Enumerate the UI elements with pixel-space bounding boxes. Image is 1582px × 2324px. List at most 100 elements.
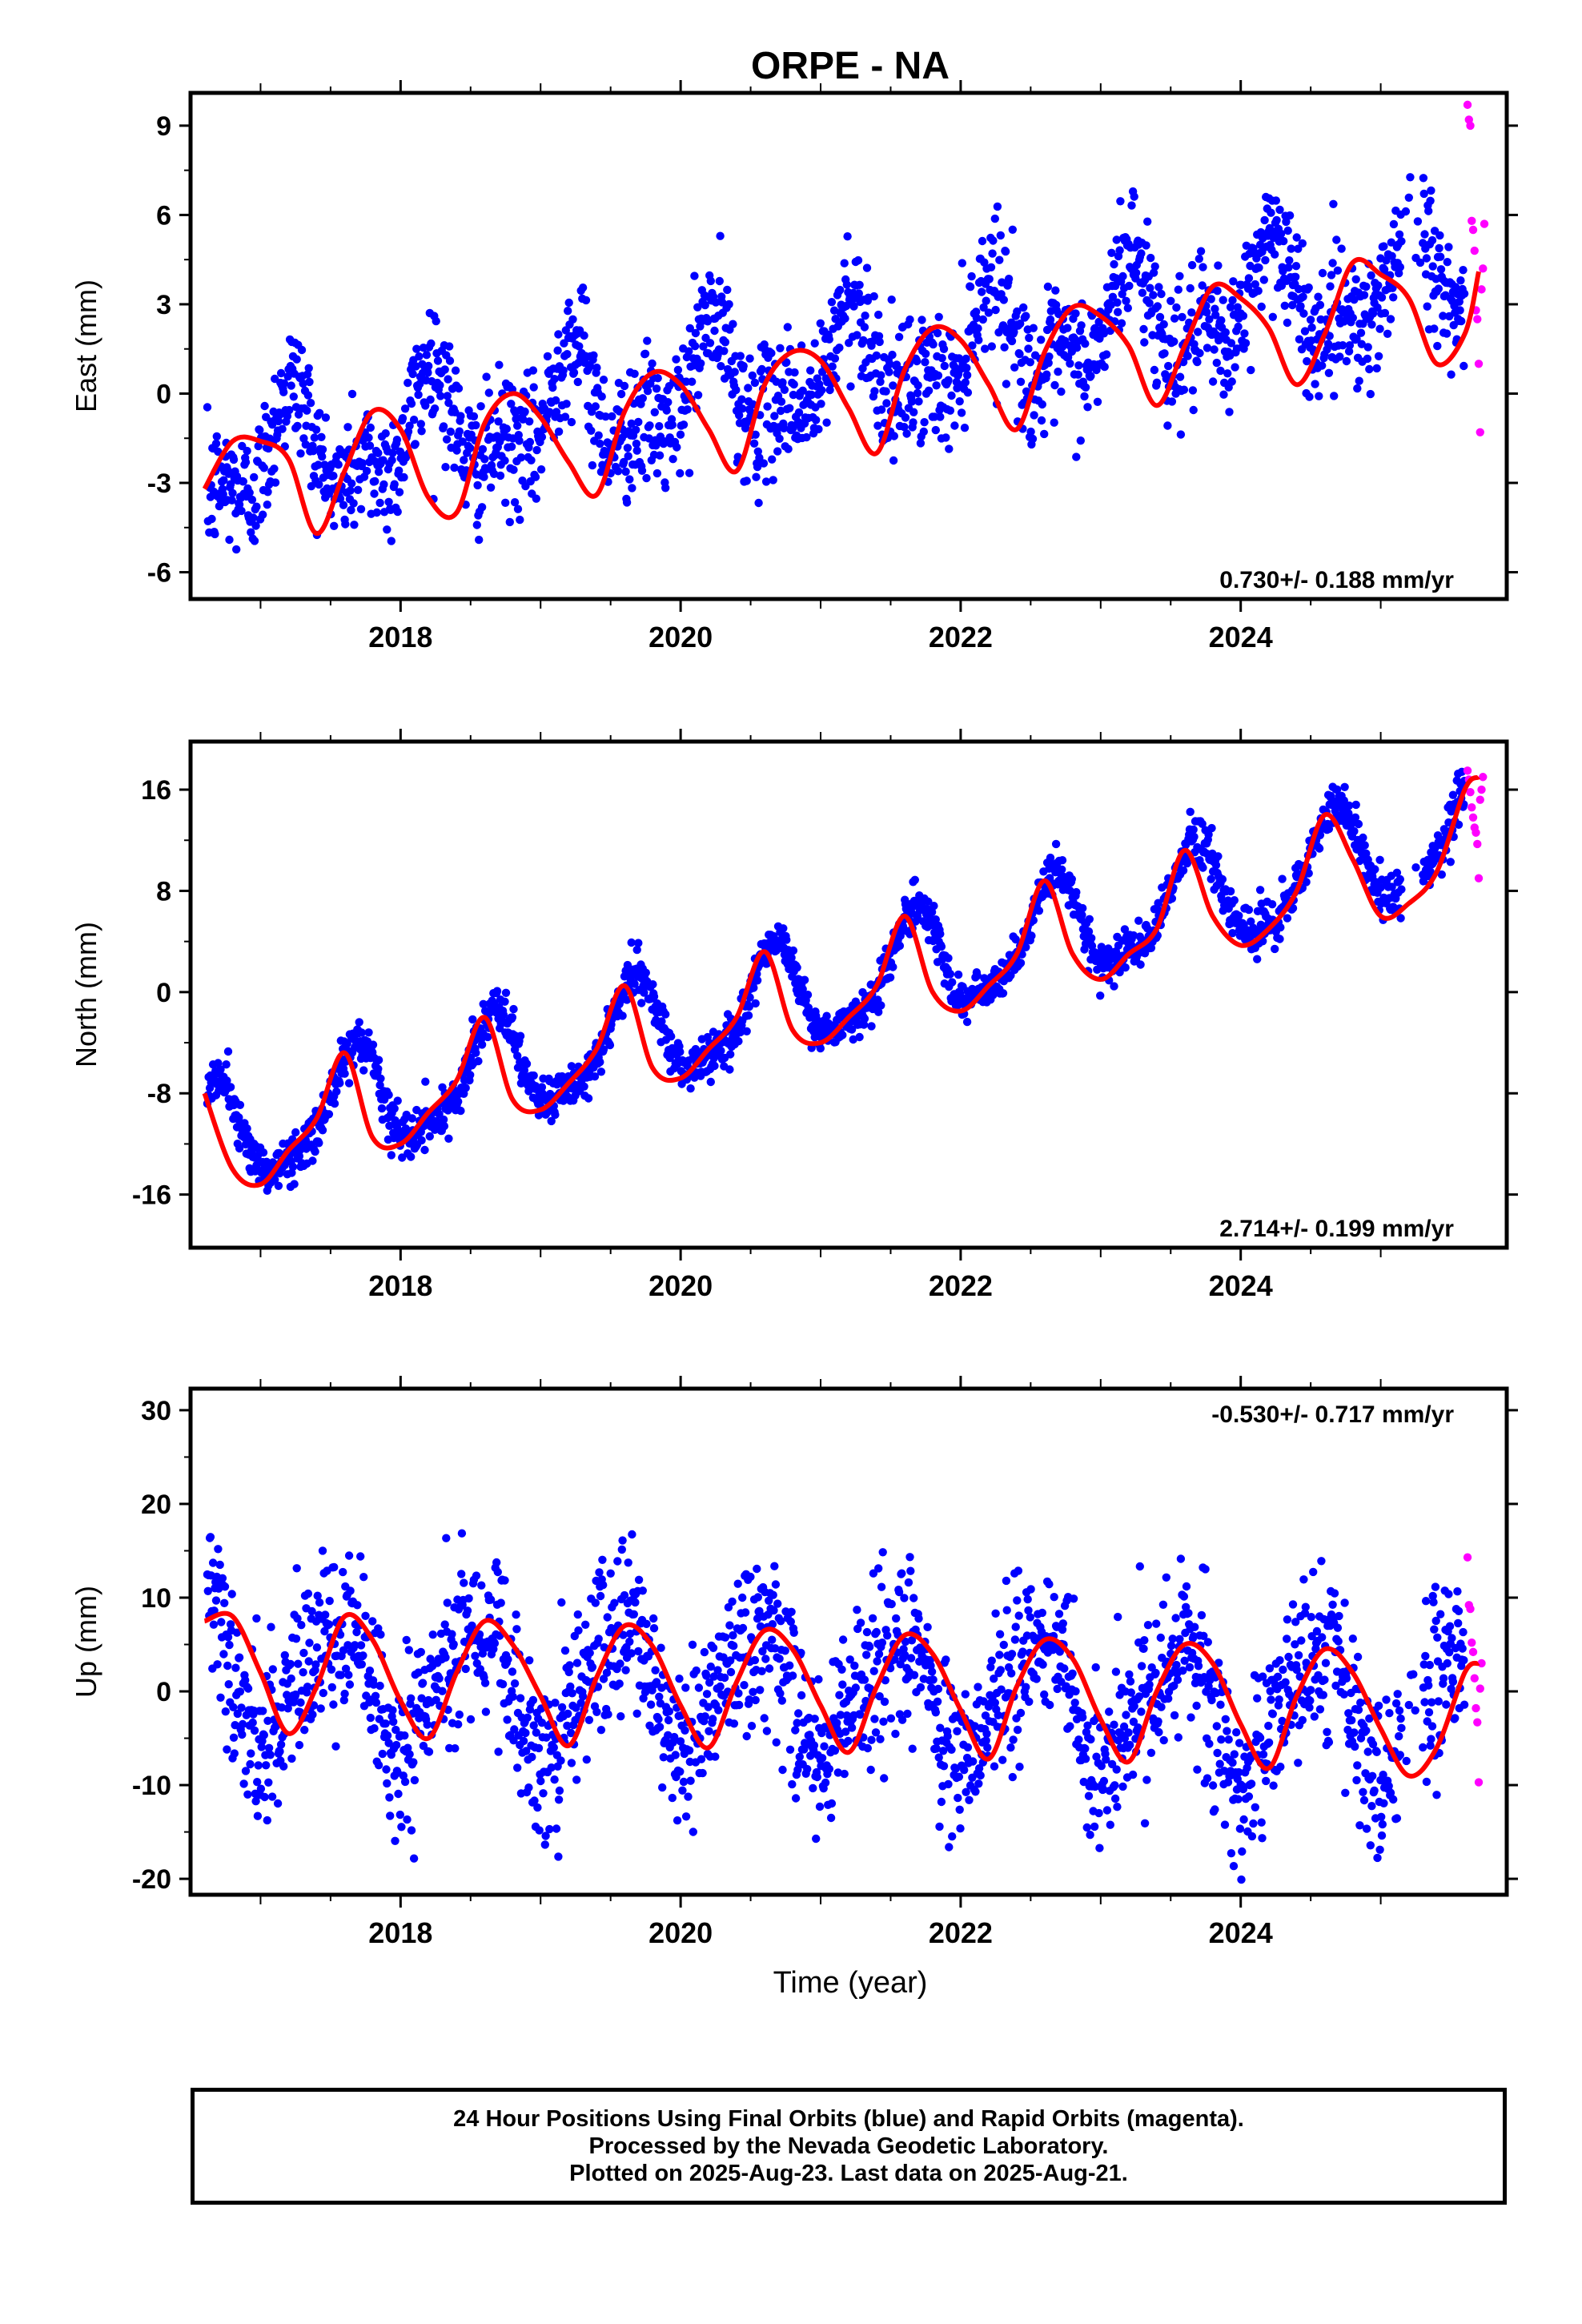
final-orbit-point	[937, 942, 946, 951]
final-orbit-point	[667, 1032, 676, 1041]
final-orbit-point	[332, 1087, 341, 1096]
final-orbit-point	[702, 1690, 712, 1699]
final-orbit-point	[1050, 418, 1058, 427]
final-orbit-point	[347, 389, 357, 399]
final-orbit-point	[552, 408, 561, 416]
y-tick-label: -16	[132, 1180, 171, 1211]
final-orbit-point	[1327, 271, 1336, 279]
final-orbit-point	[996, 231, 1006, 240]
final-orbit-point	[426, 395, 435, 404]
final-orbit-point	[756, 1686, 765, 1695]
final-orbit-point	[1260, 215, 1269, 225]
final-orbit-point	[350, 521, 359, 529]
final-orbit-point	[1459, 266, 1468, 275]
final-orbit-point	[510, 498, 520, 507]
final-orbit-point	[486, 483, 496, 492]
final-orbit-point	[1208, 377, 1218, 386]
final-orbit-point	[685, 347, 693, 356]
final-orbit-point	[1422, 254, 1431, 263]
final-orbit-point	[223, 1745, 231, 1754]
final-orbit-point	[598, 1555, 607, 1565]
final-orbit-point	[1230, 896, 1239, 905]
final-orbit-point	[958, 259, 967, 267]
rapid-orbit-point	[1476, 795, 1484, 804]
final-orbit-point	[659, 1753, 668, 1762]
final-orbit-point	[225, 1640, 234, 1650]
final-orbit-point	[1300, 327, 1310, 336]
final-orbit-point	[653, 374, 662, 383]
final-orbit-point	[584, 1715, 594, 1724]
final-orbit-point	[264, 1743, 274, 1752]
final-orbit-point	[292, 1564, 301, 1573]
final-orbit-point	[251, 521, 260, 530]
final-orbit-point	[1287, 244, 1295, 253]
final-orbit-point	[627, 419, 636, 428]
final-orbit-point	[567, 1062, 576, 1071]
final-orbit-point	[390, 480, 399, 489]
final-orbit-point	[859, 336, 868, 345]
final-orbit-point	[436, 392, 445, 400]
final-orbit-point	[578, 1692, 588, 1701]
final-orbit-point	[1427, 235, 1437, 245]
final-orbit-point	[444, 375, 452, 384]
final-orbit-point	[578, 283, 588, 292]
final-orbit-point	[274, 1181, 283, 1191]
final-orbit-point	[978, 287, 986, 296]
final-orbit-point	[773, 447, 782, 456]
final-orbit-point	[379, 456, 387, 464]
final-orbit-point	[311, 1147, 319, 1156]
final-orbit-point	[522, 1059, 532, 1068]
final-orbit-point	[1420, 230, 1429, 239]
final-orbit-point	[752, 472, 761, 481]
final-orbit-point	[946, 406, 955, 415]
final-orbit-point	[259, 1148, 268, 1157]
final-orbit-point	[770, 1644, 780, 1653]
final-orbit-point	[1392, 868, 1402, 878]
final-orbit-point	[692, 1666, 701, 1675]
final-orbit-point	[753, 462, 762, 472]
final-orbit-point	[1130, 192, 1138, 201]
final-orbit-point	[457, 1529, 467, 1538]
final-orbit-point	[308, 1710, 317, 1719]
final-orbit-point	[366, 1713, 375, 1723]
final-orbit-point	[1022, 387, 1031, 396]
final-orbit-point	[855, 280, 864, 289]
final-orbit-point	[870, 387, 879, 396]
final-orbit-point	[339, 501, 348, 509]
final-orbit-point	[530, 1796, 539, 1805]
final-orbit-point	[218, 1574, 227, 1583]
final-orbit-point	[1259, 275, 1269, 284]
final-orbit-point	[1296, 302, 1305, 311]
final-orbit-point	[641, 968, 650, 977]
final-orbit-point	[452, 446, 461, 455]
final-orbit-point	[564, 298, 573, 308]
final-orbit-point	[1253, 955, 1262, 963]
final-orbit-point	[734, 1037, 743, 1046]
up-final-orbit-points	[203, 1529, 1469, 1884]
final-orbit-point	[366, 423, 375, 432]
final-orbit-point	[1167, 397, 1177, 406]
final-orbit-point	[676, 430, 685, 439]
final-orbit-point	[560, 412, 570, 421]
final-orbit-point	[394, 1789, 403, 1799]
final-orbit-point	[648, 359, 656, 368]
final-orbit-point	[798, 386, 807, 395]
final-orbit-point	[214, 447, 223, 456]
final-orbit-point	[1435, 231, 1444, 240]
final-orbit-point	[877, 371, 885, 380]
final-orbit-point	[1386, 315, 1395, 324]
final-orbit-point	[1360, 841, 1369, 850]
final-orbit-point	[1419, 174, 1428, 183]
final-orbit-point	[664, 1731, 673, 1739]
final-orbit-point	[1085, 915, 1094, 924]
final-orbit-point	[1456, 276, 1465, 285]
rapid-orbit-point	[1476, 428, 1484, 437]
final-orbit-point	[885, 973, 895, 982]
final-orbit-point	[1333, 266, 1343, 275]
final-orbit-point	[842, 280, 852, 289]
final-orbit-point	[1113, 298, 1122, 307]
final-orbit-point	[599, 376, 608, 384]
final-orbit-point	[1280, 301, 1290, 310]
final-orbit-point	[529, 1721, 538, 1730]
final-orbit-point	[655, 422, 664, 431]
